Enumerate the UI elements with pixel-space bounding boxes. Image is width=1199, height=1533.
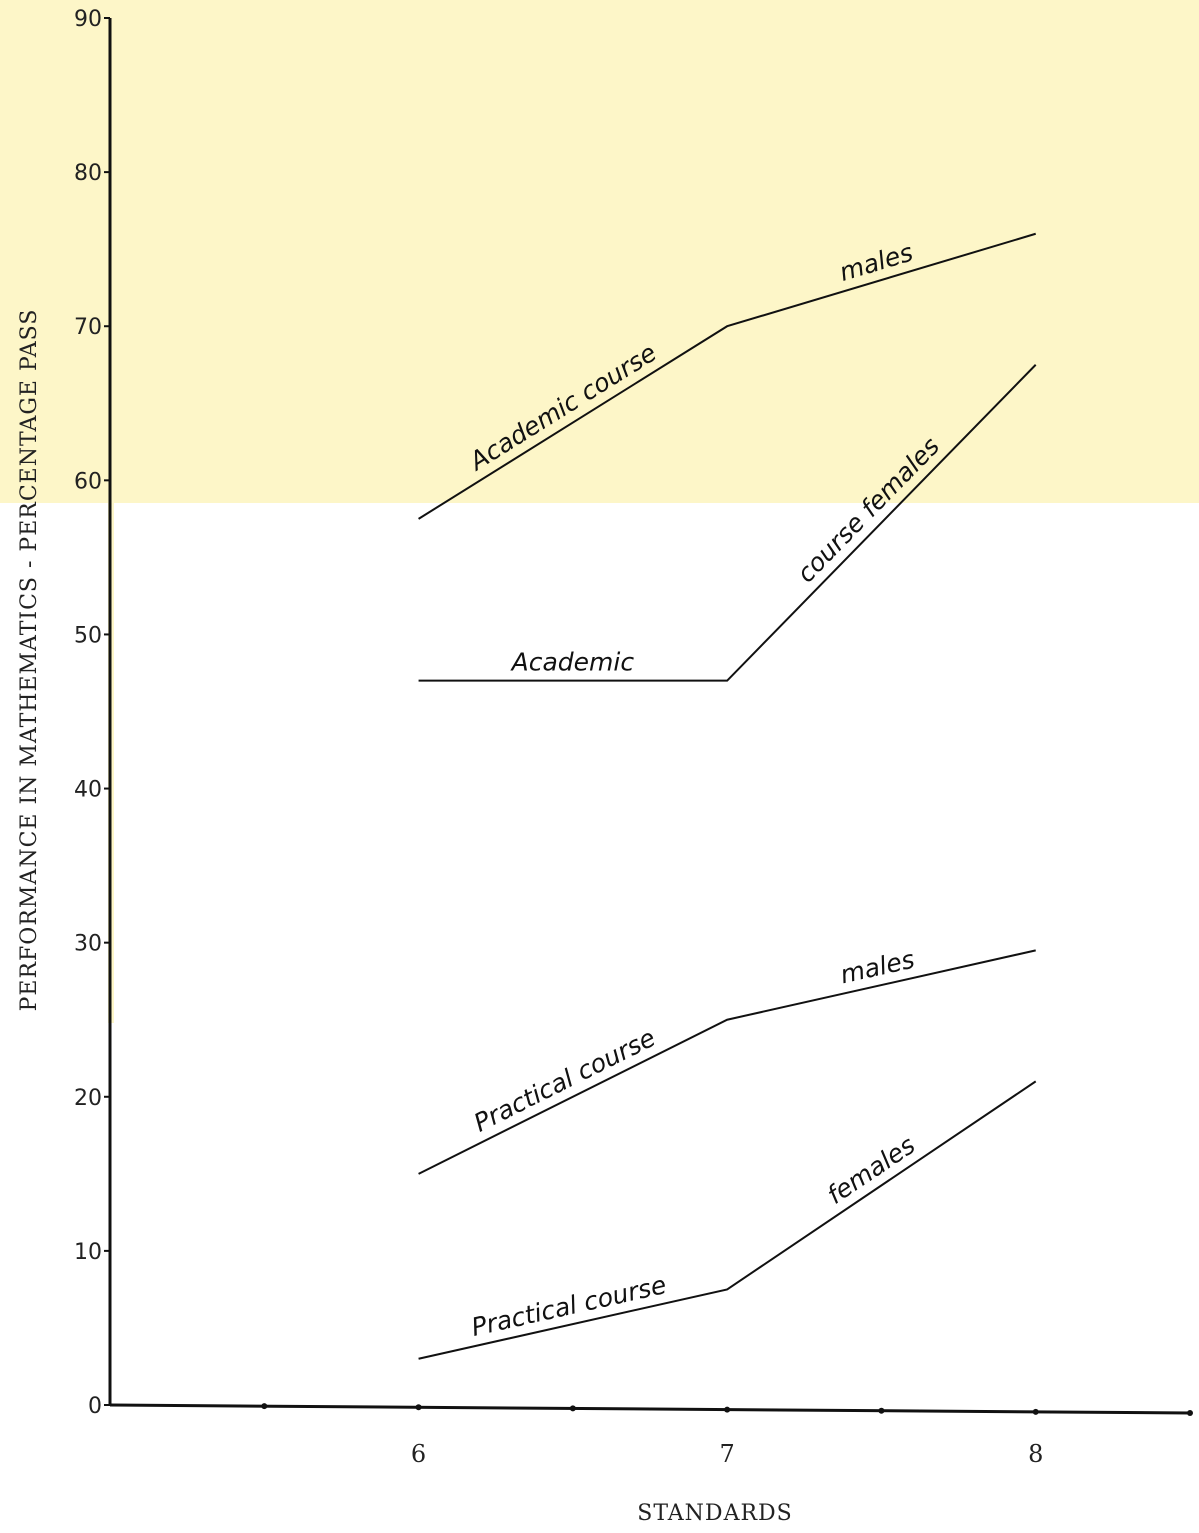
x-tick-label-6: 6 <box>411 1440 426 1468</box>
y-tick-label-10: 10 <box>74 1240 102 1265</box>
series-line-3 <box>418 949 1036 1175</box>
series-lines <box>418 232 1037 1360</box>
x-tick-mark <box>415 1404 422 1411</box>
y-tick-label-80: 80 <box>74 161 102 186</box>
series-label-3-1: Practical course <box>469 1023 660 1138</box>
axes: 0 10 20 30 40 50 60 70 80 90 6 7 8 <box>74 7 1193 1468</box>
series-line-4 <box>418 1080 1037 1360</box>
y-tick-label-60: 60 <box>74 469 102 494</box>
y-tick-label-90: 90 <box>74 7 102 32</box>
x-tick-mark <box>569 1405 576 1412</box>
y-axis-title: PERFORMANCE IN MATHEMATICS - PERCENTAGE … <box>17 309 42 1012</box>
x-tick-mark <box>724 1406 731 1413</box>
series-label-4-1: Practical course <box>469 1270 669 1342</box>
series-line-2 <box>418 364 1037 682</box>
x-axis-line <box>109 1403 1191 1415</box>
y-tick-label-40: 40 <box>74 778 102 803</box>
y-tick-label-20: 20 <box>74 1086 102 1111</box>
x-tick-label-7: 7 <box>720 1440 735 1468</box>
y-tick-label-30: 30 <box>74 932 102 957</box>
series-line-1 <box>418 232 1037 520</box>
x-axis-end-dot <box>1187 1410 1193 1416</box>
x-tick-label-8: 8 <box>1028 1440 1043 1468</box>
series-label-2-1: Academic <box>510 648 635 677</box>
y-tick-label-50: 50 <box>74 623 102 648</box>
y-tick-label-0: 0 <box>88 1394 102 1419</box>
x-tick-mark <box>878 1407 885 1414</box>
paper-tint-band <box>0 0 1199 503</box>
y-tick-label-70: 70 <box>74 315 102 340</box>
x-axis-title: STANDARDS <box>637 1501 792 1526</box>
x-tick-mark <box>261 1403 268 1410</box>
series-label-3-2: males <box>838 945 918 990</box>
x-tick-mark <box>1032 1408 1039 1415</box>
